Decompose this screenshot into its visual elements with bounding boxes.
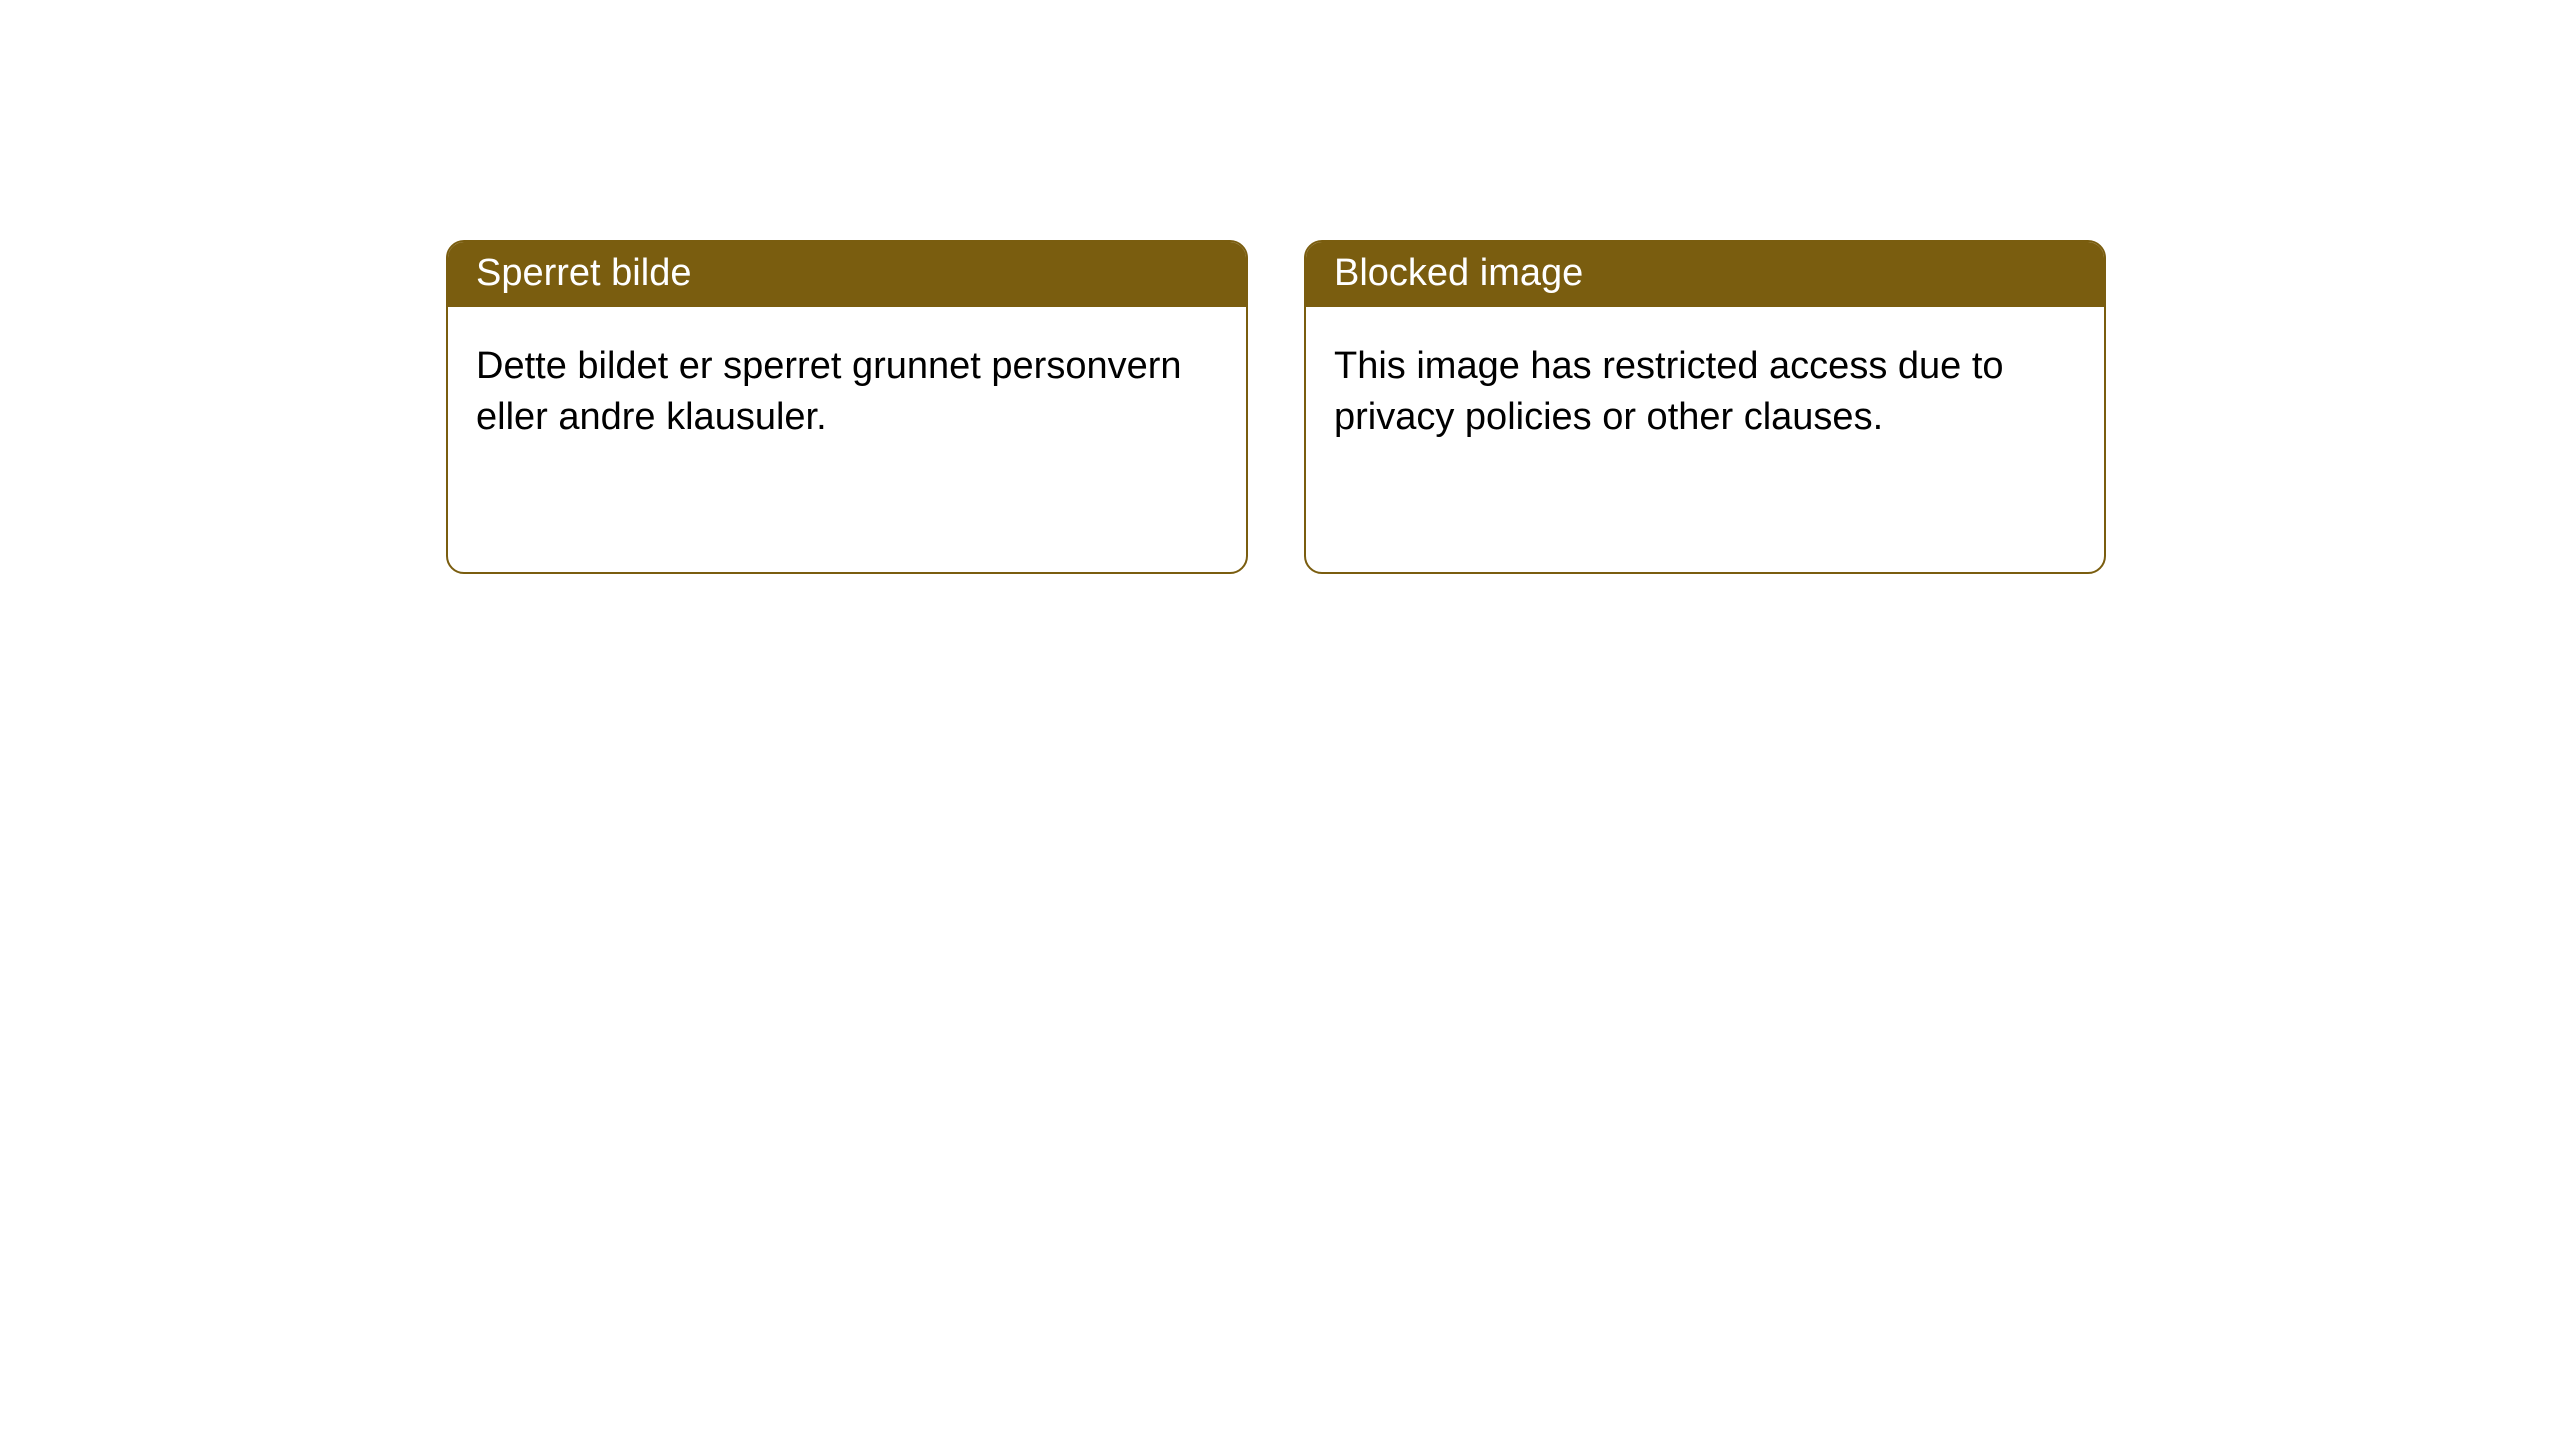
notice-header: Sperret bilde [448, 242, 1246, 307]
notice-header: Blocked image [1306, 242, 2104, 307]
notice-box-english: Blocked image This image has restricted … [1304, 240, 2106, 574]
notice-box-norwegian: Sperret bilde Dette bildet er sperret gr… [446, 240, 1248, 574]
notice-body: Dette bildet er sperret grunnet personve… [448, 307, 1246, 478]
notice-body: This image has restricted access due to … [1306, 307, 2104, 478]
notice-container: Sperret bilde Dette bildet er sperret gr… [0, 0, 2560, 574]
